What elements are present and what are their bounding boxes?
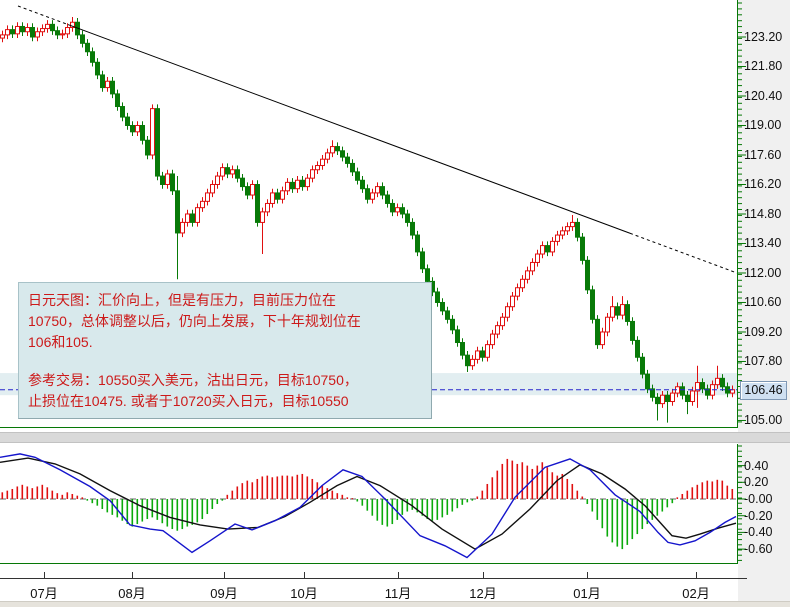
price-axis-label: 119.00 [744, 118, 782, 133]
month-label: 08月 [118, 586, 146, 601]
note-line: 106和105. [28, 334, 93, 350]
indicator-axis-label: -0.60 [744, 542, 773, 557]
indicator-axis-label: -0.40 [744, 525, 773, 540]
price-axis-label: 123.20 [744, 30, 783, 44]
analysis-note: 日元天图：汇价向上，但是有压力，目前压力位在 10750，总体调整以后，仍向上发… [18, 282, 432, 419]
price-axis-label: 116.20 [744, 177, 782, 192]
month-label: 01月 [573, 586, 601, 601]
macd-indicator[interactable] [0, 444, 738, 564]
indicator-axis-label: -0.20 [744, 508, 773, 523]
price-axis-label: 114.80 [744, 206, 782, 221]
note-line: 参考交易：10550买入美元，沽出日元，目标10750， [28, 372, 358, 388]
price-axis-label: 112.00 [744, 265, 782, 280]
month-label: 02月 [682, 586, 710, 601]
note-line: 10750，总体调整以后，仍向上发展，下十年规划位在 [28, 313, 361, 329]
price-axis-label: 110.60 [744, 295, 782, 310]
price-axis-label: 121.80 [744, 59, 783, 74]
month-label: 07月 [30, 586, 58, 601]
month-label: 10月 [290, 586, 318, 601]
month-label: 11月 [384, 586, 412, 601]
month-label: 12月 [469, 586, 497, 601]
price-axis-label: 113.40 [744, 236, 782, 251]
note-line: 止损位在10475. 或者于10720买入日元，目标10550 [28, 393, 349, 409]
price-axis-label: 117.60 [744, 147, 782, 162]
note-line: 日元天图：汇价向上，但是有压力，目前压力位在 [28, 292, 336, 308]
price-axis-label: 107.80 [744, 354, 783, 369]
indicator-axis-label: 0.40 [744, 458, 769, 473]
price-axis-label: 120.40 [744, 88, 783, 103]
panel-splitter[interactable] [0, 432, 790, 443]
indicator-axis-label: -0.00 [744, 492, 773, 506]
indicator-axis-label: 0.20 [744, 475, 769, 490]
horizontal-scrollbar[interactable] [0, 601, 790, 607]
price-axis-label: 105.00 [744, 413, 783, 428]
month-label: 09月 [210, 586, 238, 601]
current-price-badge: 106.46 [740, 381, 787, 400]
axis-strip [738, 0, 790, 607]
price-axis-label: 109.20 [744, 324, 783, 339]
